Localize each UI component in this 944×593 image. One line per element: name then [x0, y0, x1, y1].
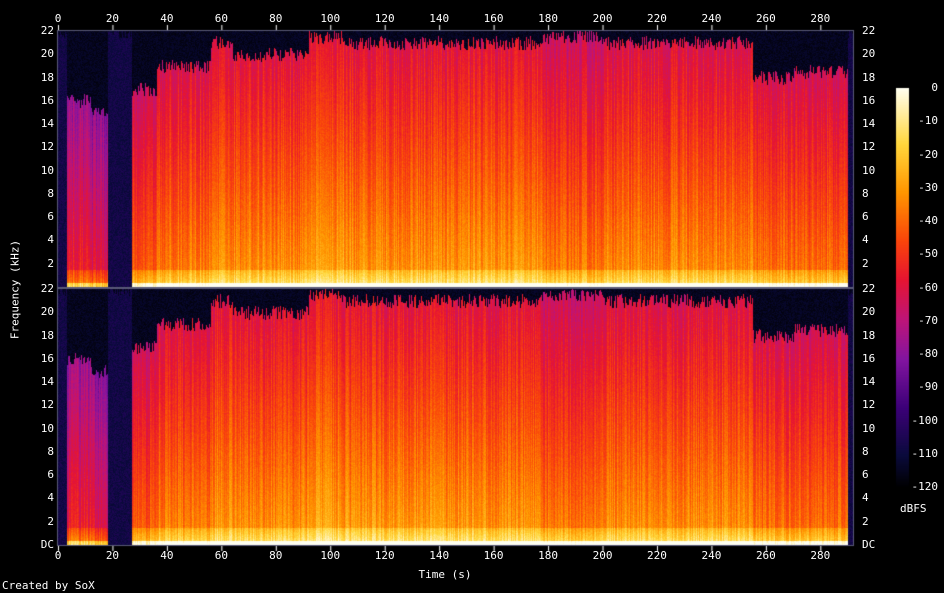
x-tick-label-top: 100 [320, 12, 341, 25]
colorbar-unit: dBFS [900, 502, 927, 515]
y-tick-label-right: 6 [862, 210, 869, 224]
y-tick-label-right: 14 [862, 375, 876, 389]
colorbar-tick-label: -20 [918, 147, 938, 161]
y-tick-label-right: 12 [862, 398, 876, 412]
x-tick-label-bottom: 140 [429, 549, 450, 562]
y-tick-label-left: DC [40, 538, 54, 551]
y-tick-label-left: 8 [47, 186, 54, 200]
y-tick-label-left: 8 [47, 444, 54, 458]
x-tick-label-top: 180 [538, 12, 558, 25]
x-tick-label-top: 140 [429, 12, 450, 25]
y-tick-label-left: 20 [40, 47, 54, 61]
y-tick-label-right: DC [862, 538, 876, 551]
y-tick-label-right: 16 [862, 351, 876, 365]
y-tick-label-left: 14 [40, 375, 54, 389]
colorbar-tick-label: -40 [918, 214, 938, 227]
x-tick-label-bottom: 200 [592, 549, 613, 562]
y-tick-label-right: 20 [862, 47, 876, 61]
colorbar-tick-label: -30 [918, 180, 938, 194]
y-tick-label-right: 4 [862, 233, 869, 247]
x-axis-label: Time (s) [418, 568, 472, 581]
x-tick-label-bottom: 80 [269, 549, 283, 562]
y-tick-label-left: 18 [40, 328, 54, 342]
y-tick-label-right: 18 [862, 70, 876, 84]
y-tick-label-left: 4 [47, 233, 54, 247]
x-tick-label-bottom: 180 [538, 549, 558, 562]
x-tick-label-top: 280 [810, 12, 831, 25]
colorbar-tick-label: 0 [931, 81, 938, 94]
colorbar-tick-label: -70 [918, 313, 938, 327]
y-tick-label-left: 20 [40, 305, 54, 319]
y-tick-label-right: 14 [862, 117, 876, 131]
y-tick-label-left: 6 [47, 210, 54, 224]
y-tick-label-left: 2 [47, 256, 54, 270]
y-tick-label-left: 12 [40, 398, 54, 412]
y-tick-label-right: 6 [862, 468, 869, 482]
colorbar-tick-label: -120 [911, 480, 939, 493]
y-tick-label-left: 4 [47, 491, 54, 505]
colorbar-tick-label: -100 [911, 413, 939, 427]
x-tick-label-bottom: 220 [647, 549, 667, 562]
y-tick-label-left: 16 [40, 93, 54, 107]
x-tick-label-top: 0 [54, 12, 62, 25]
x-tick-label-bottom: 240 [701, 549, 722, 562]
x-tick-label-bottom: 100 [320, 549, 341, 562]
x-tick-label-bottom: 280 [810, 549, 831, 562]
y-axis-label: Frequency (kHz) [8, 239, 22, 340]
y-tick-label-left: 16 [40, 351, 54, 365]
colorbar-tick-label: -110 [911, 446, 939, 460]
y-tick-label-left: 18 [40, 70, 54, 84]
x-tick-label-top: 200 [592, 12, 613, 25]
colorbar-tick-label: -90 [918, 380, 938, 394]
x-tick-label-bottom: 160 [483, 549, 504, 562]
y-tick-label-right: 10 [862, 421, 876, 435]
colorbar-tick-label: -50 [918, 247, 938, 261]
x-tick-label-bottom: 260 [755, 549, 776, 562]
y-tick-label-left: 22 [40, 24, 54, 37]
x-tick-label-bottom: 120 [374, 549, 395, 562]
x-tick-label-top: 60 [214, 12, 228, 25]
y-tick-label-left: 10 [40, 421, 54, 435]
sox-credit: Created by SoX [2, 579, 95, 592]
y-tick-label-right: 2 [862, 514, 869, 528]
y-tick-label-left: 10 [40, 163, 54, 177]
x-tick-label-top: 20 [105, 12, 120, 25]
x-tick-label-bottom: 20 [105, 549, 120, 562]
y-tick-label-right: 8 [862, 186, 869, 200]
y-tick-label-right: 10 [862, 163, 876, 177]
colorbar-tick-label: -60 [918, 280, 938, 294]
y-tick-label-left: 22 [40, 282, 54, 295]
y-tick-label-right: 22 [862, 24, 876, 37]
x-tick-label-bottom: 0 [54, 549, 62, 562]
y-tick-label-right: 8 [862, 444, 869, 458]
y-tick-label-right: 20 [862, 305, 876, 319]
y-tick-label-right: 12 [862, 140, 876, 154]
y-tick-label-left: 14 [40, 117, 54, 131]
y-tick-label-left: 12 [40, 140, 54, 154]
x-tick-label-top: 160 [483, 12, 504, 25]
x-tick-label-bottom: 60 [214, 549, 228, 562]
colorbar-tick-label: -80 [918, 347, 938, 360]
x-tick-label-top: 120 [374, 12, 395, 25]
y-tick-label-right: 22 [862, 282, 876, 295]
y-tick-label-left: 2 [47, 514, 54, 528]
x-tick-label-bottom: 40 [160, 549, 174, 562]
y-tick-label-right: 4 [862, 491, 869, 505]
y-tick-label-right: 16 [862, 93, 876, 107]
y-tick-label-left: 6 [47, 468, 54, 482]
colorbar-tick-label: -10 [918, 114, 938, 128]
x-tick-label-top: 240 [701, 12, 722, 25]
x-tick-label-top: 260 [755, 12, 776, 25]
x-tick-label-top: 40 [160, 12, 174, 25]
x-tick-label-top: 220 [647, 12, 667, 25]
x-tick-label-top: 80 [269, 12, 283, 25]
y-tick-label-right: 18 [862, 328, 876, 342]
y-tick-label-right: 2 [862, 256, 869, 270]
